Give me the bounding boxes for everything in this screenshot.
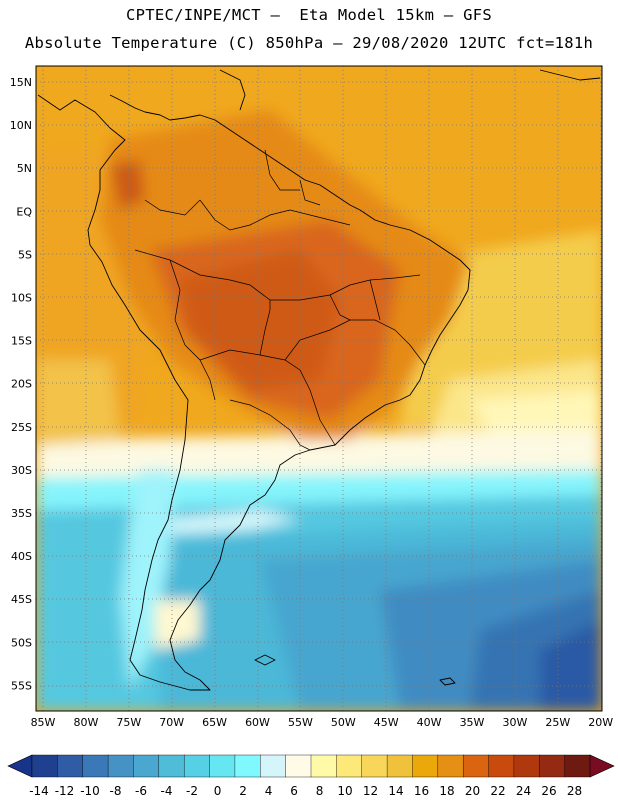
colorbar-swatch: [260, 754, 287, 778]
colorbar-label: -4: [161, 784, 173, 798]
colorbar-label: 16: [414, 784, 429, 798]
colorbar-label: 8: [316, 784, 324, 798]
colorbar: [7, 754, 615, 778]
colorbar-swatch: [564, 754, 591, 778]
colorbar-label: -14: [29, 784, 49, 798]
colorbar-label: 22: [490, 784, 505, 798]
colorbar-label: 28: [567, 784, 582, 798]
colorbar-swatch: [82, 754, 109, 778]
colorbar-label: 24: [516, 784, 531, 798]
lat-label: 50S: [11, 636, 32, 649]
colorbar-swatch: [310, 754, 337, 778]
lat-label: EQ: [16, 205, 32, 218]
colorbar-swatch: [488, 754, 515, 778]
lat-label: 10N: [10, 119, 32, 132]
lon-label: 30W: [502, 716, 527, 729]
lon-label: 20W: [588, 716, 613, 729]
colorbar-label: -12: [55, 784, 75, 798]
lon-label: 25W: [545, 716, 570, 729]
colorbar-swatch: [158, 754, 185, 778]
coastline: [37, 69, 601, 691]
colorbar-label: 20: [465, 784, 480, 798]
chart-title-line1: CPTEC/INPE/MCT – Eta Model 15km – GFS: [125, 6, 492, 24]
colorbar-label: 10: [337, 784, 352, 798]
colorbar-over-arrow: [589, 754, 615, 778]
colorbar-swatch: [412, 754, 439, 778]
colorbar-swatch: [539, 754, 566, 778]
colorbar-label: 26: [541, 784, 556, 798]
lat-label: 45S: [11, 593, 32, 606]
lat-label: 30S: [11, 464, 32, 477]
colorbar-label: 18: [439, 784, 454, 798]
lat-label: 15S: [11, 335, 32, 348]
lon-label: 45W: [374, 716, 399, 729]
colorbar-swatch: [209, 754, 236, 778]
colorbar-label: -8: [110, 784, 122, 798]
lon-label: 80W: [73, 716, 98, 729]
lon-label: 70W: [159, 716, 184, 729]
lat-label: 5N: [17, 162, 32, 175]
lat-label: 35S: [11, 507, 32, 520]
longitude-labels: 85W 80W 75W 70W 65W 60W 55W 50W 45W 40W 35W 30W 25W 2…: [31, 716, 614, 729]
colorbar-label: 12: [363, 784, 378, 798]
lat-label: 55S: [11, 679, 32, 692]
lon-label: 65W: [202, 716, 227, 729]
colorbar-swatch: [361, 754, 388, 778]
colorbar-swatch: [234, 754, 261, 778]
colorbar-swatch: [133, 754, 160, 778]
lat-label: 5S: [18, 248, 32, 261]
chart-title-line2: Absolute Temperature (C) 850hPa – 29/08/…: [24, 34, 594, 52]
colorbar-label: 6: [290, 784, 298, 798]
lon-label: 50W: [331, 716, 356, 729]
lat-label: 15N: [10, 76, 32, 89]
colorbar-under-arrow: [7, 754, 33, 778]
lon-label: 35W: [460, 716, 485, 729]
colorbar-swatch: [462, 754, 490, 778]
colorbar-label: 0: [214, 784, 222, 798]
country-borders: [134, 149, 426, 451]
colorbar-label: -2: [186, 784, 198, 798]
lon-label: 55W: [288, 716, 313, 729]
lat-label: 40S: [11, 550, 32, 563]
lon-label: 75W: [116, 716, 141, 729]
colorbar-swatch: [513, 754, 540, 778]
colorbar-swatch: [57, 754, 84, 778]
lat-label: 10S: [11, 292, 32, 305]
colorbar-swatch: [183, 754, 211, 778]
lon-label: 85W: [31, 716, 56, 729]
lat-label: 20S: [11, 378, 32, 391]
colorbar-label: -6: [135, 784, 147, 798]
map-frame: [35, 65, 603, 712]
lat-label: 25S: [11, 421, 32, 434]
colorbar-swatch: [437, 754, 464, 778]
colorbar-label: 4: [265, 784, 273, 798]
colorbar-labels: -14 -12 -10 -8 -6 -4 -2 0 2 4 6 8 10 12 14 16 18 20 22 24 26…: [29, 784, 582, 798]
colorbar-swatch: [285, 754, 312, 778]
colorbar-label: -10: [80, 784, 100, 798]
colorbar-swatch: [31, 754, 58, 778]
temperature-field: [36, 66, 602, 711]
colorbar-swatch: [386, 754, 413, 778]
latitude-labels: 15N 10N 5N EQ 5S 10S 15S 20S 25S 30S 35S 40S 45S 50S 5…: [10, 76, 33, 692]
colorbar-swatch: [107, 754, 134, 778]
lon-label: 60W: [245, 716, 270, 729]
lon-label: 40W: [417, 716, 442, 729]
colorbar-label: 2: [239, 784, 247, 798]
colorbar-swatch: [336, 754, 363, 778]
colorbar-label: 14: [388, 784, 403, 798]
